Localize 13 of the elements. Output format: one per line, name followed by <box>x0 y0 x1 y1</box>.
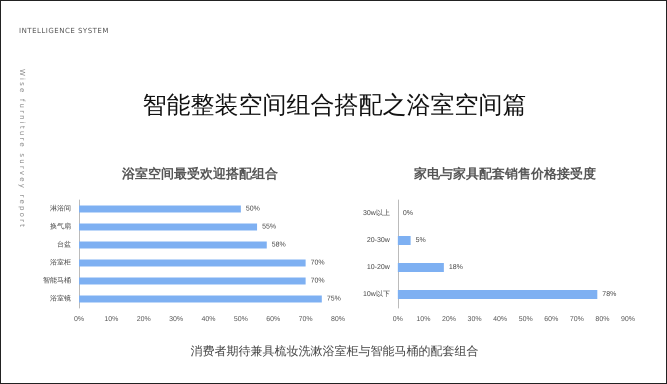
chart-title: 浴室空间最受欢迎搭配组合 <box>121 166 278 181</box>
chart-title: 家电与家具配套销售价格接受度 <box>413 166 596 181</box>
bar <box>398 236 411 245</box>
text: 消费者期待兼具梳妆洗漱浴室柜与智能马桶的配套组合 <box>190 343 480 360</box>
text: 智能整装空间组合搭配之浴室空间篇 <box>142 91 526 119</box>
bar <box>79 278 306 284</box>
bar <box>398 263 444 272</box>
bar <box>79 260 306 266</box>
bar <box>79 206 241 212</box>
bar <box>79 242 267 248</box>
bar <box>398 290 598 299</box>
bar <box>79 296 322 302</box>
bar <box>79 224 258 230</box>
